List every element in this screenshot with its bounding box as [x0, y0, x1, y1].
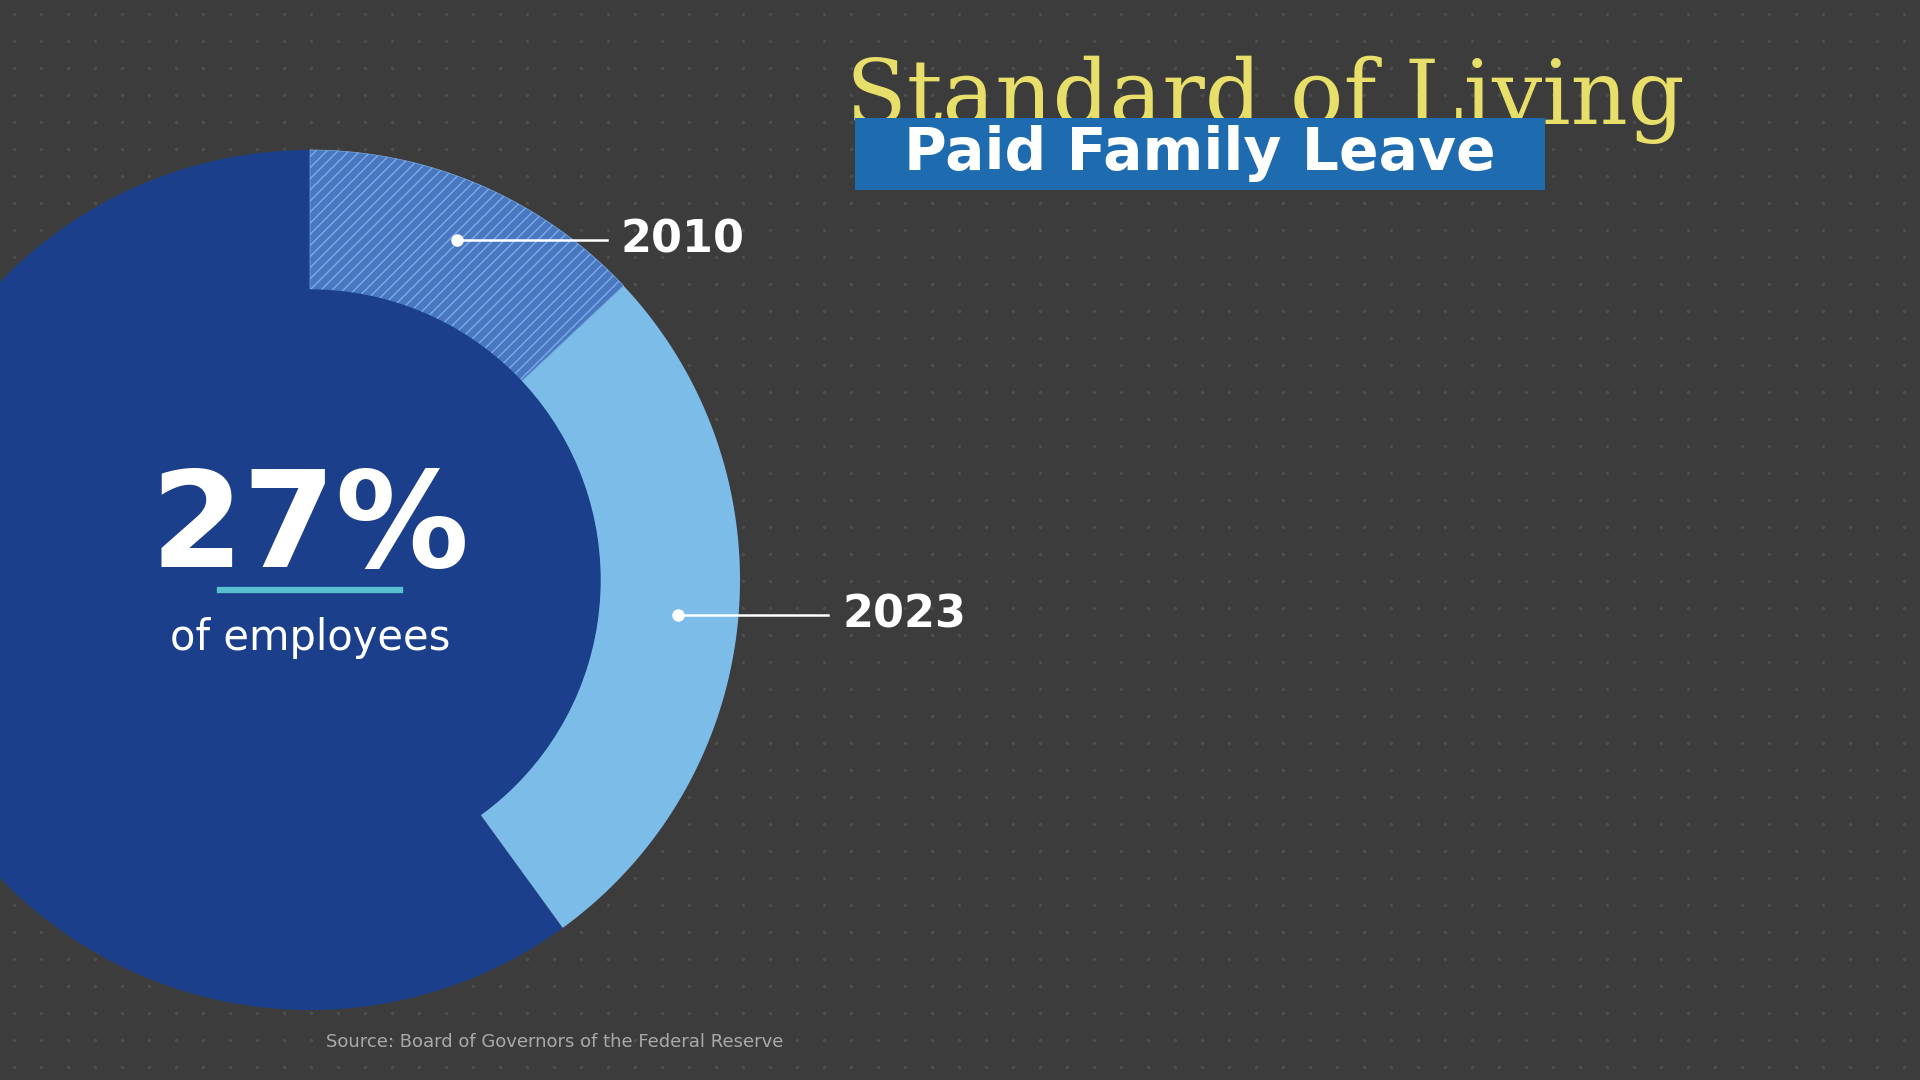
- Text: of employees: of employees: [169, 617, 449, 659]
- Text: Standard of Living: Standard of Living: [845, 56, 1684, 144]
- FancyBboxPatch shape: [854, 118, 1546, 190]
- Polygon shape: [309, 150, 624, 381]
- Polygon shape: [0, 150, 563, 1010]
- Text: Source: Board of Governors of the Federal Reserve: Source: Board of Governors of the Federa…: [326, 1032, 783, 1051]
- Text: 2010: 2010: [620, 219, 745, 262]
- Text: 2023: 2023: [843, 593, 966, 636]
- Text: 27%: 27%: [150, 465, 470, 595]
- Polygon shape: [480, 285, 739, 928]
- Circle shape: [19, 291, 599, 870]
- Text: Paid Family Leave: Paid Family Leave: [904, 125, 1496, 183]
